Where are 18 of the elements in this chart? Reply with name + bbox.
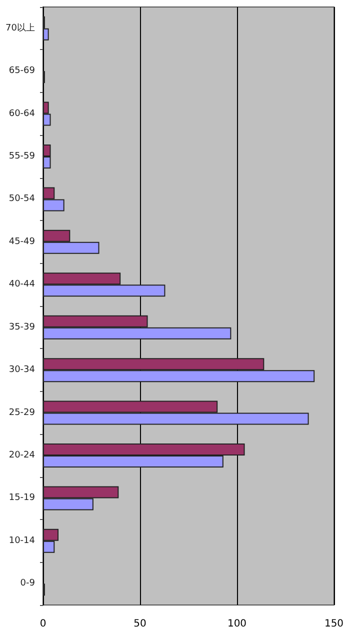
y-tick-label: 65-69 <box>8 66 36 76</box>
y-tick-label: 60-64 <box>8 108 36 119</box>
y-tick-label: 40-44 <box>8 280 36 290</box>
x-tick-label: 50 <box>134 618 146 630</box>
y-tick-label: 30-34 <box>8 365 36 376</box>
y-tick-label: 20-24 <box>8 450 36 460</box>
y-tick-label: 45-49 <box>8 236 36 247</box>
y-tick-label: 35-39 <box>8 322 36 332</box>
y-tick-label: 10-14 <box>8 536 36 546</box>
x-tick-label: 100 <box>227 618 247 630</box>
y-tick-label: 0-9 <box>20 578 36 589</box>
y-tick-label: 50-54 <box>8 194 36 204</box>
x-tick-label: 150 <box>324 618 344 630</box>
y-tick-label: 70以上 <box>6 22 35 34</box>
y-tick-label: 55-59 <box>8 152 36 162</box>
x-tick-label: 0 <box>40 618 46 630</box>
y-tick-label: 25-29 <box>8 408 36 418</box>
y-tick-label: 15-19 <box>8 493 36 504</box>
